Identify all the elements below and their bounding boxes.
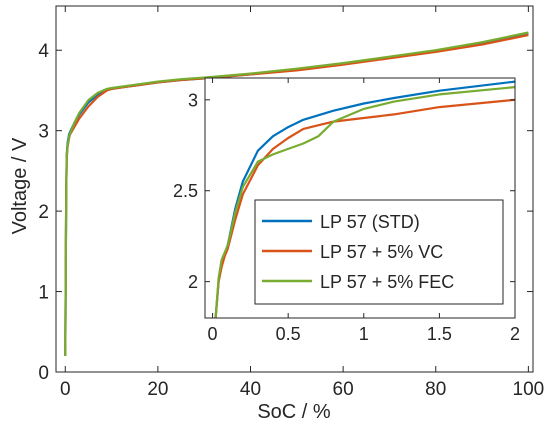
main-x-tick-label: 0 <box>60 379 71 400</box>
inset-x-tick-label: 0.5 <box>276 324 301 344</box>
main-y-tick-label: 2 <box>38 202 49 223</box>
inset-axes-box <box>204 77 516 319</box>
main-x-tick-label: 20 <box>147 379 168 400</box>
main-y-tick-label: 3 <box>38 122 49 143</box>
inset-x-tick-label: 2 <box>510 324 520 344</box>
main-series-group <box>64 31 529 356</box>
inset-x-tick-label: 1.5 <box>427 324 452 344</box>
inset-x-tick-label: 1 <box>359 324 369 344</box>
inset-series-group <box>214 80 515 318</box>
main-x-tick-label: 60 <box>333 379 354 400</box>
legend: LP 57 (STD) LP 57 + 5% VC LP 57 + 5% FEC <box>254 199 504 305</box>
main-axes-box <box>55 5 534 373</box>
inset-x-tick-label: 0 <box>208 324 218 344</box>
main-x-tick-label: 40 <box>240 379 261 400</box>
main-series-line-3 <box>64 31 529 356</box>
inset-y-tick-label: 2 <box>188 272 198 292</box>
legend-label-std: LP 57 (STD) <box>320 212 420 232</box>
inset-y-tick-label: 2.5 <box>173 181 198 201</box>
inset-series-line-3 <box>214 86 515 318</box>
x-axis-label: SoC / % <box>257 401 331 423</box>
y-axis-label: Voltage / V <box>9 137 31 234</box>
main-x-tick-label: 100 <box>513 379 545 400</box>
inset-y-tick-label: 3 <box>188 90 198 110</box>
legend-label-vc: LP 57 + 5% VC <box>320 242 443 262</box>
main-y-tick-label: 4 <box>38 41 49 62</box>
main-y-tick-label: 0 <box>38 363 49 384</box>
main-y-tick-label: 1 <box>38 282 49 303</box>
main-x-tick-label: 80 <box>425 379 446 400</box>
legend-label-fec: LP 57 + 5% FEC <box>320 272 454 292</box>
